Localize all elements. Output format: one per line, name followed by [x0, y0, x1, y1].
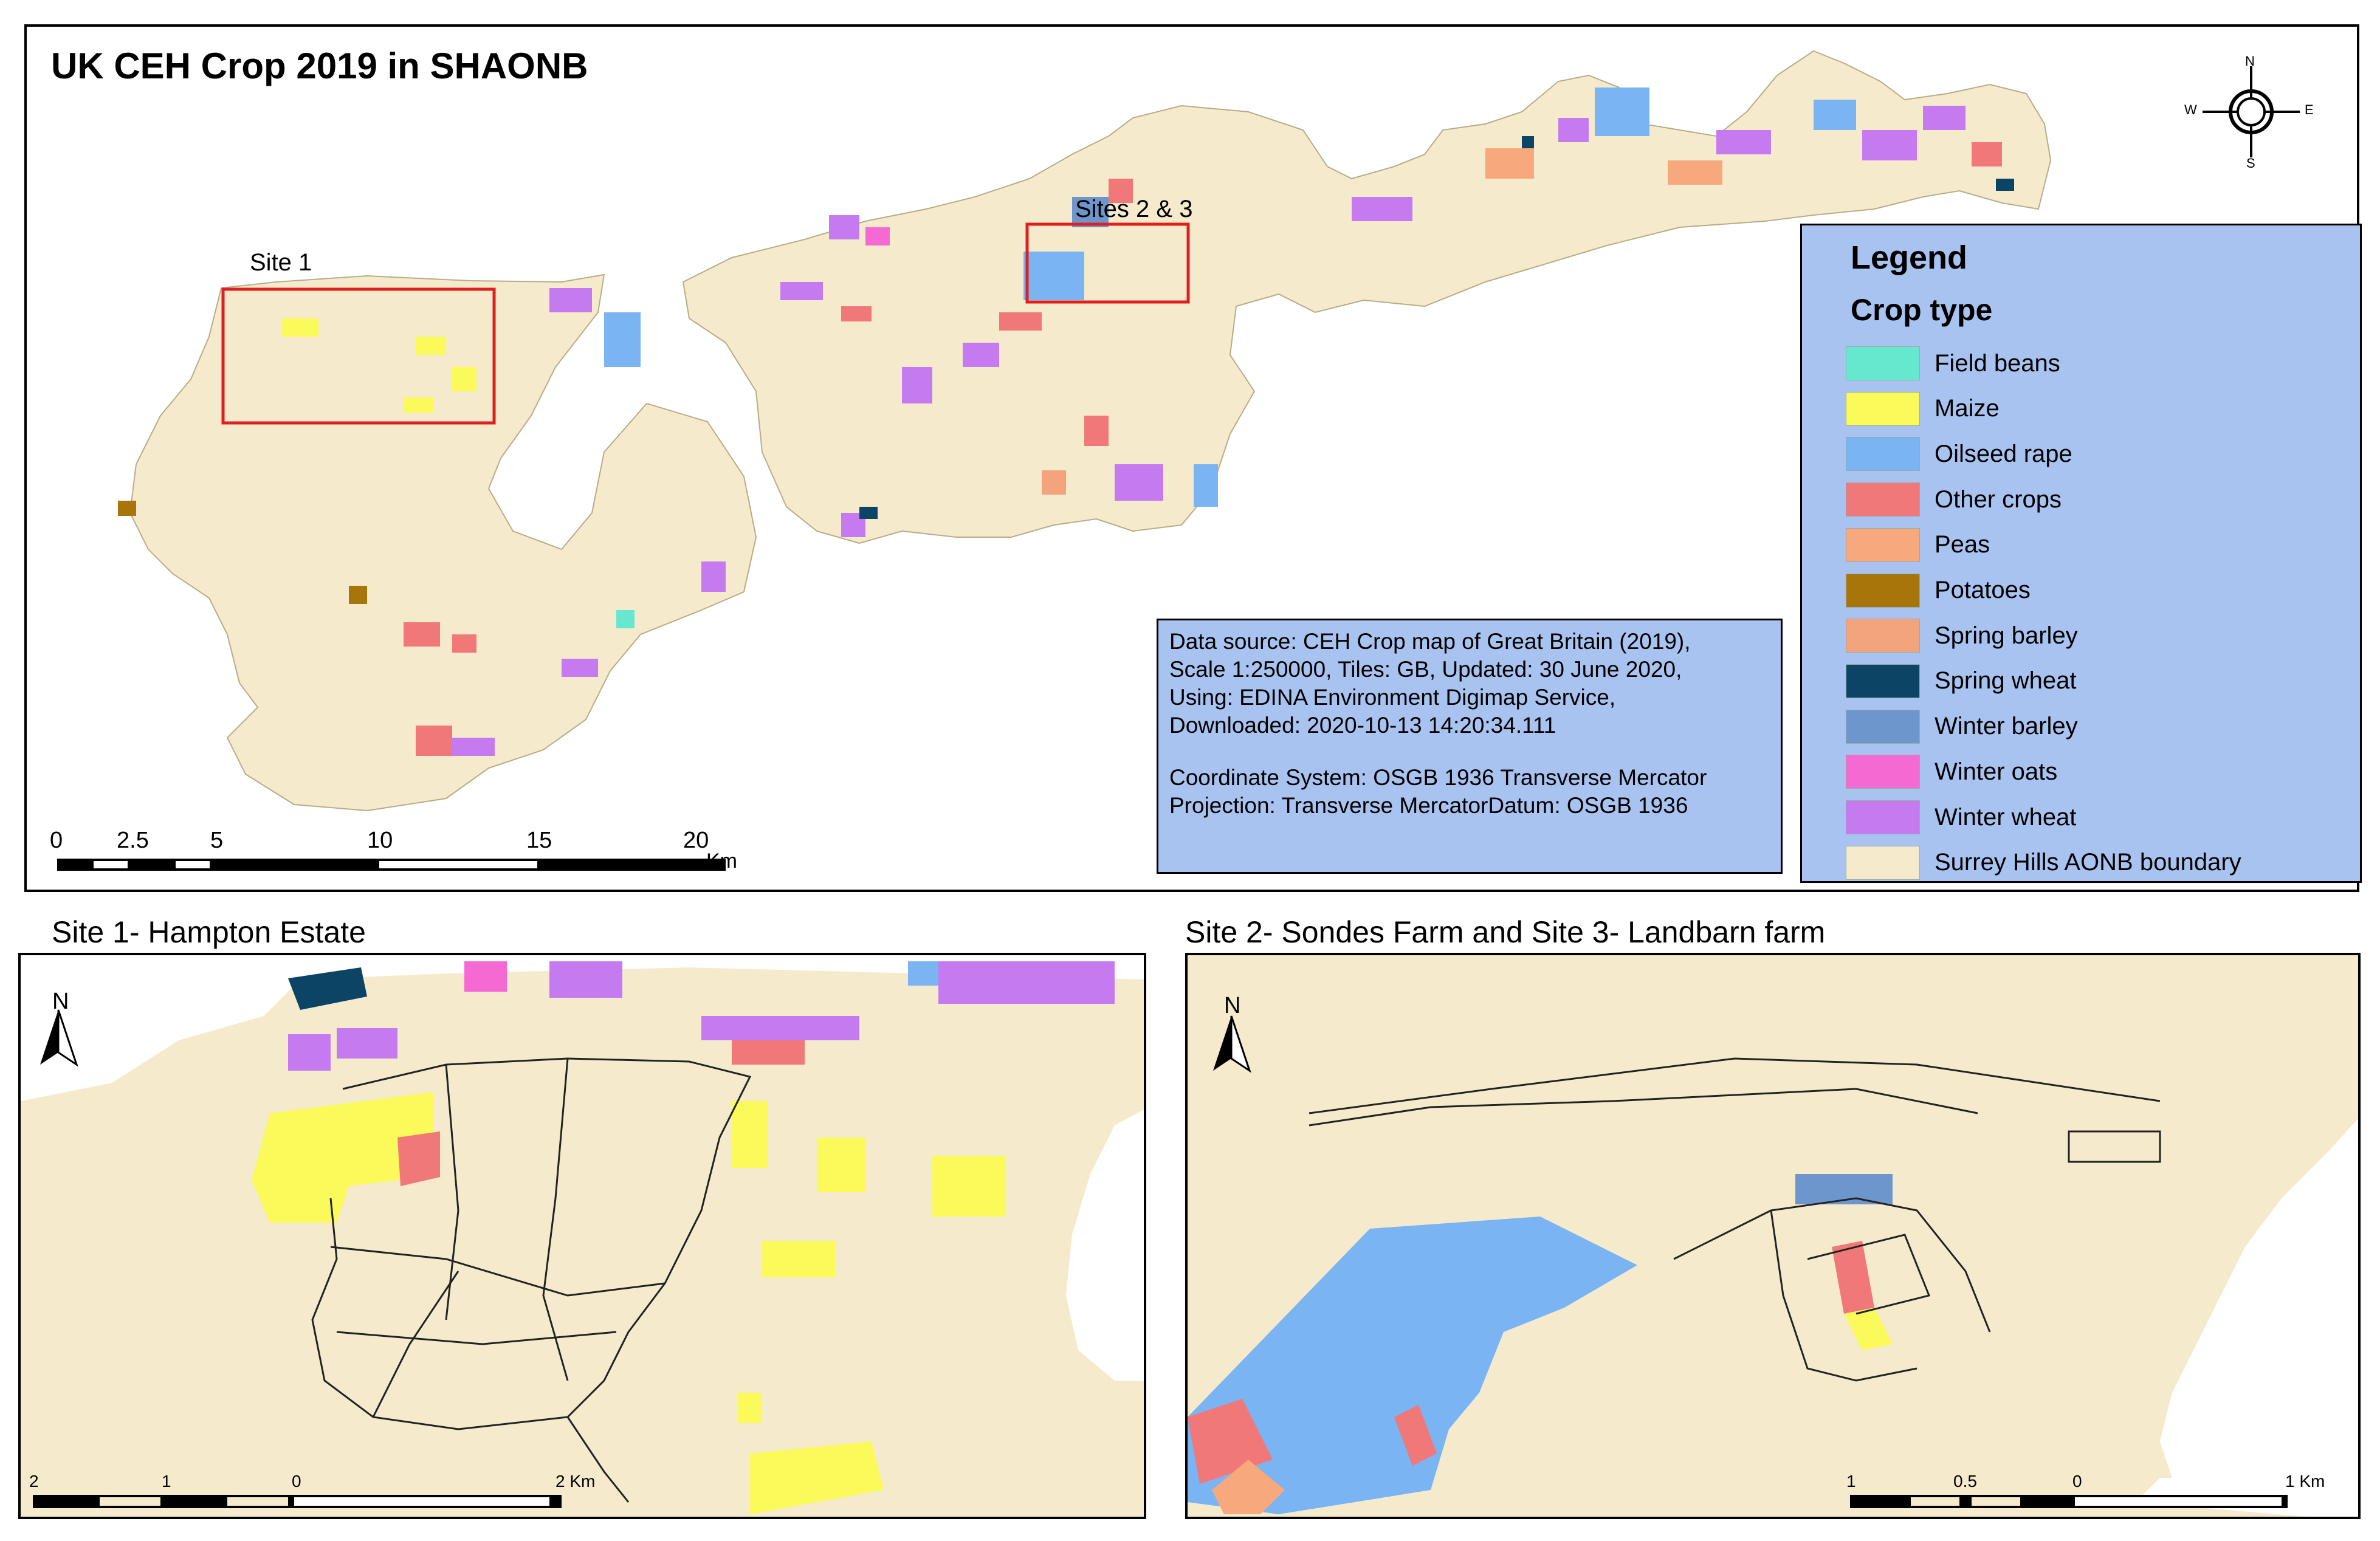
legend-item: Maize [1846, 391, 2000, 427]
legend-item: Other crops [1846, 482, 2062, 517]
legend-item: Peas [1846, 527, 1990, 563]
overview-scale-tick: 5 [210, 828, 224, 853]
site23-north-arrow-icon [1213, 1015, 1251, 1073]
legend-label: Maize [1935, 395, 2000, 422]
legend-swatch [1846, 800, 1920, 834]
overview-scale-bar [57, 859, 726, 871]
site1-scale-bar [33, 1495, 562, 1508]
site1-map-frame: N 2 1 0 2 Km [18, 953, 1146, 1519]
compass-south-label: S [2246, 156, 2255, 171]
site23-scale-tick: 0.5 [1953, 1472, 1977, 1491]
site1-scale-tick: 2 [29, 1472, 39, 1491]
site1-highlight-box[interactable] [221, 287, 496, 425]
legend-item: Potatoes [1846, 573, 2031, 608]
data-source-box: Data source: CEH Crop map of Great Brita… [1157, 619, 1783, 874]
legend-label: Peas [1935, 531, 1990, 558]
compass-east-label: E [2305, 102, 2314, 117]
legend-label: Winter oats [1935, 758, 2058, 785]
legend-label: Field beans [1935, 349, 2060, 377]
info-line: Using: EDINA Environment Digimap Service… [1169, 685, 1616, 710]
legend-item: Winter barley [1846, 709, 2078, 744]
compass-west-label: W [2184, 102, 2197, 117]
crop-parcels [118, 88, 2014, 756]
overview-scale-tick: 10 [367, 828, 393, 853]
legend-item: Spring wheat [1846, 664, 2076, 699]
site23-map-frame: N 1 0.5 0 1 Km [1185, 953, 2361, 1519]
aonb-boundary-west [129, 273, 757, 812]
legend-swatch [1846, 619, 1920, 653]
overview-scale-tick: 0 [50, 828, 63, 853]
site1-north-label: N [52, 989, 69, 1014]
overview-scale-tick: 20 [683, 828, 709, 853]
legend-label: Spring wheat [1935, 667, 2077, 695]
site23-field-boundaries [1309, 1057, 2161, 1382]
site1-scale-tick: 2 Km [555, 1472, 596, 1491]
site1-scale-tick: 1 [162, 1472, 171, 1491]
info-line: Data source: CEH Crop map of Great Brita… [1169, 629, 1691, 654]
legend-swatch [1846, 437, 1920, 472]
legend-label: Winter wheat [1935, 803, 2077, 831]
legend-swatch [1846, 482, 1920, 517]
legend-item: Winter wheat [1846, 800, 2076, 835]
site1-title: Site 1- Hampton Estate [52, 915, 366, 949]
legend-label: Potatoes [1935, 577, 2031, 603]
site23-map[interactable] [1188, 955, 2361, 1519]
site1-field-boundaries [311, 1057, 752, 1503]
legend-swatch [1846, 755, 1920, 789]
overview-scale-tick: 15 [526, 828, 552, 853]
overview-scale-tick: 2.5 [117, 828, 149, 853]
site1-label: Site 1 [250, 249, 312, 276]
site23-title: Site 2- Sondes Farm and Site 3- Landbarn… [1185, 915, 1826, 949]
legend-swatch [1846, 664, 1920, 698]
legend-subtitle: Crop type [1851, 293, 1993, 327]
legend-label: Winter barley [1935, 713, 2078, 740]
overview-map[interactable] [27, 27, 2359, 892]
site1-north-arrow-icon [40, 1009, 78, 1067]
legend-swatch [1846, 845, 1920, 880]
legend-swatch [1846, 391, 1920, 426]
legend-label: Spring barley [1935, 622, 2078, 649]
site23-scale-bar [1850, 1495, 2288, 1508]
compass-rose-icon [2203, 66, 2300, 157]
site23-label: Sites 2 & 3 [1075, 196, 1193, 222]
site1-scale-tick: 0 [292, 1472, 301, 1491]
legend-label: Oilseed rape [1935, 440, 2072, 467]
site23-scale-tick: 1 [1846, 1472, 1856, 1491]
site23-highlight-box[interactable] [1025, 222, 1190, 304]
legend-title: Legend [1851, 239, 1968, 276]
legend-item: Field beans [1846, 346, 2060, 381]
legend-swatch [1846, 346, 1920, 380]
legend-swatch [1846, 709, 1920, 744]
site23-scale-tick: 1 Km [2285, 1472, 2325, 1491]
info-line: Scale 1:250000, Tiles: GB, Updated: 30 J… [1169, 657, 1682, 682]
legend-item: Surrey Hills AONB boundary [1846, 845, 2241, 880]
info-line: Coordinate System: OSGB 1936 Transverse … [1169, 765, 1707, 790]
info-line: Downloaded: 2020-10-13 14:20:34.111 [1169, 713, 1556, 738]
site23-north-label: N [1224, 993, 1241, 1018]
legend-item: Spring barley [1846, 618, 2078, 653]
map-title: UK CEH Crop 2019 in SHAONB [51, 46, 588, 86]
site23-crop-parcels [1188, 1174, 1893, 1514]
compass-north-label: N [2245, 53, 2255, 69]
legend-label: Surrey Hills AONB boundary [1935, 849, 2241, 876]
info-line: Projection: Transverse MercatorDatum: OS… [1169, 793, 1688, 818]
overview-scale-unit: Km [706, 849, 737, 873]
legend-item: Oilseed rape [1846, 436, 2072, 472]
legend-swatch [1846, 527, 1920, 562]
site1-map[interactable] [21, 955, 1146, 1519]
site1-crop-parcels [252, 961, 1115, 1514]
legend-label: Other crops [1935, 486, 2062, 513]
legend: Legend Crop type Field beans Maize Oilseed… [1800, 224, 2362, 883]
site23-scale-tick: 0 [2072, 1472, 2082, 1491]
legend-swatch [1846, 573, 1920, 608]
legend-item: Winter oats [1846, 754, 2057, 789]
